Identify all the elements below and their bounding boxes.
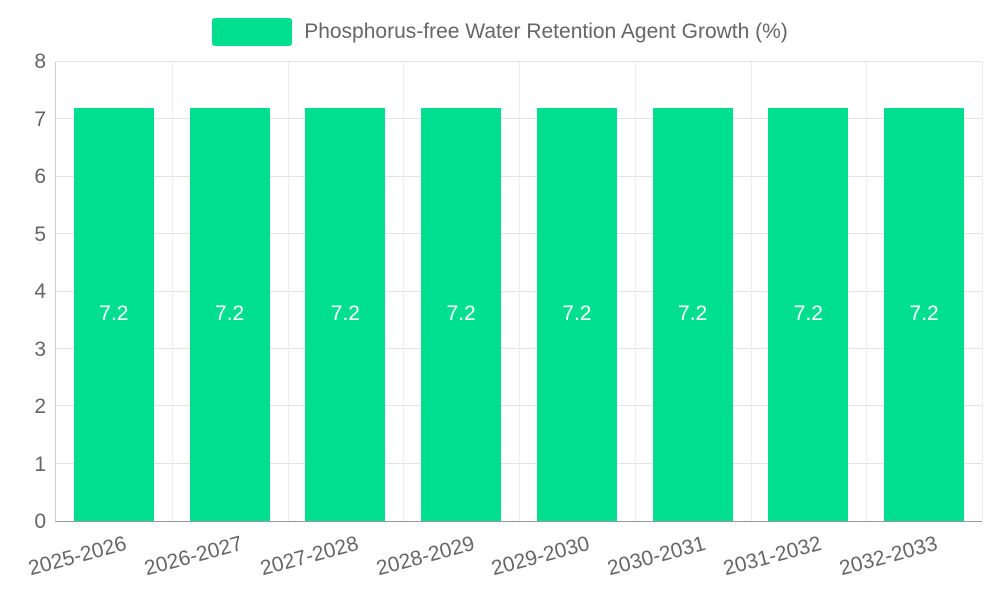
y-tick-label: 7 — [34, 107, 46, 131]
bar-slot: 7.2 — [288, 62, 404, 521]
gridline-vertical — [519, 62, 520, 521]
y-tick-label: 5 — [34, 222, 46, 246]
bar-2026-2027: 7.2 — [189, 107, 270, 521]
bar-value-label: 7.2 — [909, 302, 939, 326]
bar-value-label: 7.2 — [793, 302, 823, 326]
bar-slot: 7.2 — [56, 62, 172, 521]
bar-value-label: 7.2 — [330, 302, 360, 326]
y-tick-label: 3 — [34, 337, 46, 361]
bar-2028-2029: 7.2 — [421, 107, 502, 521]
bar-2025-2026: 7.2 — [73, 107, 154, 521]
gridline-horizontal — [56, 61, 982, 62]
gridline-vertical — [287, 62, 289, 521]
bar-2030-2031: 7.2 — [652, 107, 733, 521]
bar-2031-2032: 7.2 — [768, 107, 849, 521]
bar-slot: 7.2 — [172, 62, 288, 521]
y-tick-label: 6 — [34, 165, 46, 188]
gridline-vertical — [171, 62, 173, 521]
gridline-vertical — [403, 62, 405, 521]
bar-slot: 7.2 — [751, 62, 867, 521]
legend-swatch — [212, 18, 293, 46]
chart-legend[interactable]: Phosphorus-free Water Retention Agent Gr… — [0, 18, 1000, 46]
gridline-vertical — [634, 62, 636, 521]
bar-2029-2030: 7.2 — [536, 107, 617, 521]
y-tick-label: 2 — [34, 395, 46, 418]
bar-slot: 7.2 — [635, 62, 751, 521]
bar-slot: 7.2 — [403, 62, 519, 521]
bar-2032-2033: 7.2 — [884, 107, 965, 521]
bar-value-label: 7.2 — [215, 302, 245, 326]
bar-slot: 7.2 — [519, 62, 635, 521]
bar-2027-2028: 7.2 — [305, 107, 386, 521]
gridline-vertical — [866, 62, 868, 521]
bar-value-label: 7.2 — [562, 302, 592, 326]
plot-area: 7.2 7.2 7.2 7.2 7.2 7.2 7.2 7.2 — [55, 61, 983, 522]
y-tick-label: 1 — [34, 452, 46, 476]
y-tick-label: 4 — [34, 280, 46, 303]
y-tick-label: 0 — [34, 510, 46, 533]
bar-value-label: 7.2 — [99, 302, 129, 326]
gridline-vertical — [982, 62, 983, 521]
bar-series: 7.2 7.2 7.2 7.2 7.2 7.2 7.2 7.2 — [56, 62, 982, 521]
bar-value-label: 7.2 — [678, 302, 708, 326]
bar-value-label: 7.2 — [446, 302, 476, 326]
bar-slot: 7.2 — [866, 62, 982, 521]
legend-label: Phosphorus-free Water Retention Agent Gr… — [304, 20, 788, 43]
gridline-vertical — [750, 62, 752, 521]
y-tick-label: 8 — [34, 50, 46, 73]
